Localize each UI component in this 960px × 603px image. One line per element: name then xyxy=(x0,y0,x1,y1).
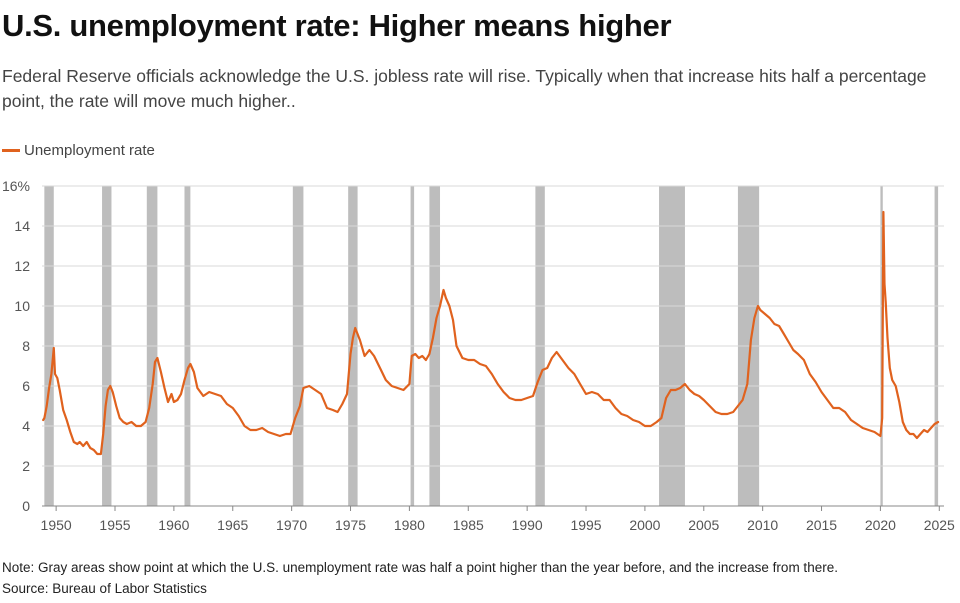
x-tick-label: 1985 xyxy=(453,517,484,533)
legend-swatch xyxy=(2,149,20,152)
x-tick-label: 2000 xyxy=(629,517,660,533)
x-tick-label: 1965 xyxy=(217,517,248,533)
y-tick-label: 10 xyxy=(14,298,30,314)
x-tick-label: 1950 xyxy=(41,517,72,533)
legend: Unemployment rate xyxy=(2,142,155,159)
x-tick-label: 1980 xyxy=(394,517,425,533)
x-tick-label: 2005 xyxy=(688,517,719,533)
chart-source: Source: Bureau of Labor Statistics xyxy=(2,581,207,596)
y-tick-label: 14 xyxy=(14,218,30,234)
chart-title: U.S. unemployment rate: Higher means hig… xyxy=(2,8,672,43)
chart-note: Note: Gray areas show point at which the… xyxy=(2,560,838,575)
x-tick-label: 1990 xyxy=(512,517,543,533)
y-tick-label: 12 xyxy=(14,258,30,274)
y-tick-label: 8 xyxy=(22,338,30,354)
chart-subtitle: Federal Reserve officials acknowledge th… xyxy=(2,66,927,111)
x-tick-label: 1970 xyxy=(276,517,307,533)
y-tick-label: 4 xyxy=(22,418,30,434)
unemployment-rate-line xyxy=(42,210,940,456)
line-chart: 0 2 4 6 8 10 12 14 16% 1950 1955 1960 1965 1970 1975 19… xyxy=(2,178,955,533)
x-tick-label: 1975 xyxy=(335,517,366,533)
x-tick-label: 2015 xyxy=(806,517,837,533)
y-tick-label: 16% xyxy=(2,178,30,194)
y-tick-label: 2 xyxy=(22,458,30,474)
y-tick-label: 0 xyxy=(22,498,30,514)
x-tick-label: 1955 xyxy=(99,517,130,533)
x-tick-label: 2025 xyxy=(924,517,955,533)
x-tick-label: 2010 xyxy=(747,517,778,533)
x-tick-label: 1960 xyxy=(158,517,189,533)
y-tick-label: 6 xyxy=(22,378,30,394)
legend-label: Unemployment rate xyxy=(24,142,155,159)
x-tick-label: 2020 xyxy=(865,517,896,533)
x-tick-label: 1995 xyxy=(570,517,601,533)
